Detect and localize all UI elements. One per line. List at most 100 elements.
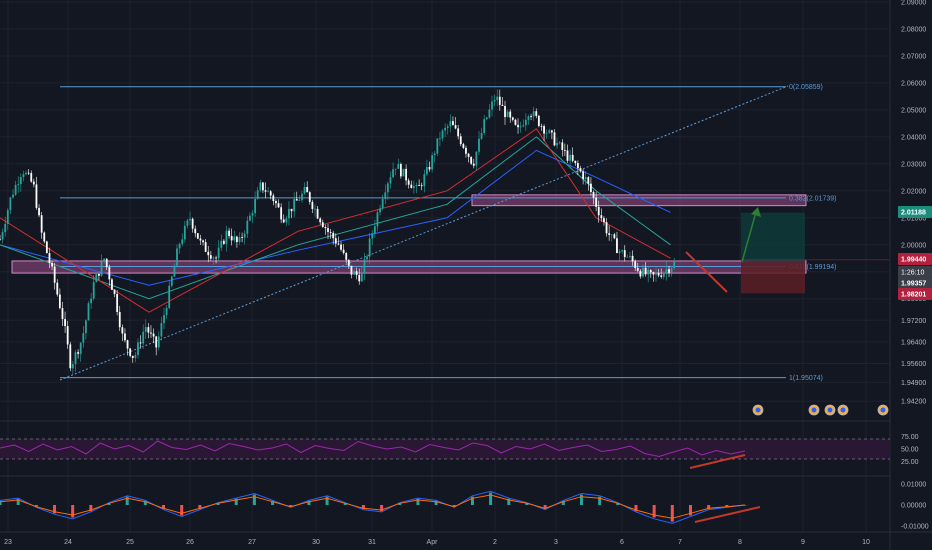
candle-body (389, 177, 392, 184)
candle-body (550, 130, 553, 133)
candle-body (189, 218, 191, 221)
candle-body (40, 215, 43, 233)
candle-body (647, 270, 650, 275)
projection-arrow (741, 211, 757, 263)
macd-histogram-bar (725, 505, 729, 508)
macd-histogram-bar (688, 505, 692, 516)
macd-histogram-bar (34, 505, 38, 508)
candle-body (82, 333, 85, 343)
candle-body (665, 269, 668, 273)
price-tick-label: 1.97200 (901, 318, 926, 325)
candle-body (306, 187, 309, 193)
candle-body (38, 207, 40, 216)
candle-body (399, 164, 402, 177)
candle-body (77, 352, 79, 354)
candle-body (262, 182, 264, 191)
projection-arrowhead (751, 207, 761, 217)
candle-body (426, 166, 428, 175)
candle-body (439, 138, 441, 140)
macd-histogram-bar (652, 505, 656, 518)
macd-histogram-bar (107, 502, 111, 505)
candle-body (441, 130, 444, 139)
candle-body (631, 255, 634, 262)
macd-histogram-bar (89, 505, 93, 512)
candle-body (199, 238, 202, 241)
candle-body (311, 201, 314, 209)
fibonacci-retracement[interactable]: 0(2.05859) 0.382(2.01739) 0.618(1.99194) 1(… (60, 84, 836, 382)
candle-body (392, 169, 394, 178)
candle-body (386, 183, 389, 193)
candle-body (509, 111, 512, 118)
macd-pane[interactable]: 0.01000 0.00000 -0.01000 (0, 482, 929, 531)
candle-body (662, 272, 665, 277)
candle-body (249, 215, 251, 221)
candle-body (66, 326, 69, 345)
candle-body (116, 293, 119, 312)
macd-histogram-bar (543, 505, 547, 510)
candle-body (561, 142, 564, 151)
candle-body (670, 268, 673, 273)
candle-body (415, 185, 418, 187)
candle-body (71, 364, 74, 369)
candle-body (233, 236, 236, 241)
price-badge-label: 1.98201 (901, 292, 926, 299)
macd-histogram-bar (452, 505, 456, 508)
price-tick-label: 2.01000 (901, 215, 926, 222)
macd-histogram-bar (125, 496, 129, 505)
price-tick-label: 2.05000 (901, 107, 926, 114)
candle-body (634, 261, 637, 268)
candle-body (51, 262, 53, 267)
candle-body (493, 99, 496, 102)
candle-body (1, 232, 4, 240)
rsi-line (0, 440, 746, 458)
macd-histogram-bar (489, 492, 493, 505)
candle-body (332, 232, 335, 239)
candle-body (454, 125, 457, 129)
ma-blue-line (0, 149, 671, 286)
time-tick-label: 10 (862, 539, 870, 546)
candle-body (657, 273, 660, 276)
macd-histogram-bar (16, 498, 20, 505)
sr-zone (471, 194, 807, 207)
macd-histogram-bar (380, 505, 384, 512)
candle-body (14, 184, 17, 195)
candle-body (191, 218, 194, 229)
candle-body (288, 208, 290, 219)
candle-body (215, 257, 217, 259)
candle-body (587, 177, 590, 184)
candle-body (569, 154, 571, 161)
candle-body (527, 116, 530, 120)
candle-body (358, 274, 361, 282)
candle-body (553, 132, 556, 146)
macd-histogram-bar (216, 502, 220, 505)
macd-tick-label: 0.00000 (901, 503, 926, 510)
candle-body (436, 138, 439, 154)
candle-body (58, 294, 61, 309)
annotations[interactable] (685, 207, 761, 293)
candle-body (530, 116, 532, 118)
candle-body (613, 234, 616, 239)
macd-histogram-bar (579, 494, 583, 505)
macd-tick-label: 0.01000 (901, 482, 926, 489)
trend-line[interactable] (59, 85, 789, 381)
candle-body (501, 104, 504, 106)
candle-body (584, 177, 587, 180)
supply-demand-zones[interactable] (11, 194, 807, 274)
rsi-pane[interactable]: 75.00 50.00 25.00 (0, 434, 919, 469)
candle-body (582, 171, 585, 180)
candle-body (592, 191, 595, 198)
event-earth-center (827, 407, 833, 413)
candle-body (144, 327, 147, 332)
economic-events[interactable] (752, 404, 889, 416)
price-tick-label: 2.00000 (901, 242, 926, 249)
candle-body (254, 199, 257, 214)
time-axis[interactable]: 23 24 25 26 27 30 31 Apr 2 3 6 7 8 9 10 (4, 539, 870, 546)
candle-body (235, 236, 238, 243)
fib-label: 0.618(1.99194) (789, 264, 836, 271)
candle-body (275, 200, 277, 204)
long-position-tool[interactable] (741, 212, 890, 294)
candle-body (220, 240, 223, 248)
candle-body (314, 208, 316, 210)
candle-body (649, 270, 652, 273)
